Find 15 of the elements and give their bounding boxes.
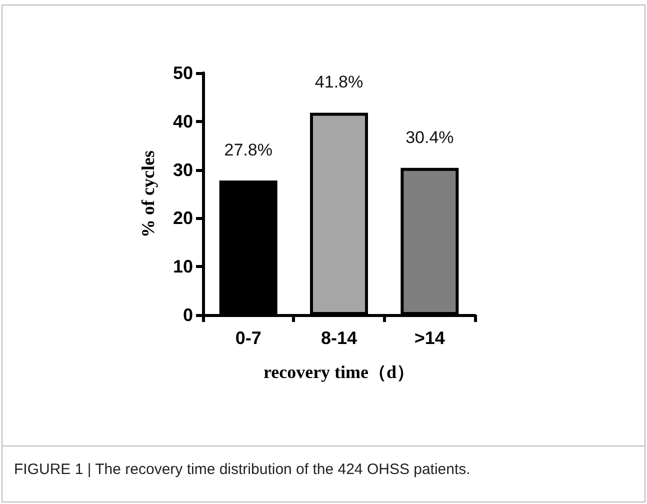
x-tick-label: >14 [414,328,445,348]
x-axis-title: recovery time（d） [263,362,415,382]
y-tick-label: 20 [172,208,193,228]
y-axis-title: % of cycles [138,150,158,238]
data-label: 41.8% [314,72,364,92]
x-tick-label: 0-7 [235,328,262,348]
y-tick-label: 50 [172,63,193,83]
y-tick-label: 0 [182,305,193,325]
y-tick-label: 30 [172,160,193,180]
data-label: 30.4% [406,128,454,147]
x-tick-label: 8-14 [320,328,358,348]
caption: FIGURE 1 | The recovery time distribution of the 424 OHSS patients. [14,461,470,478]
data-label: 27.8% [224,140,272,160]
y-tick-label: 10 [172,256,193,277]
y-tick-label: 40 [172,111,193,132]
